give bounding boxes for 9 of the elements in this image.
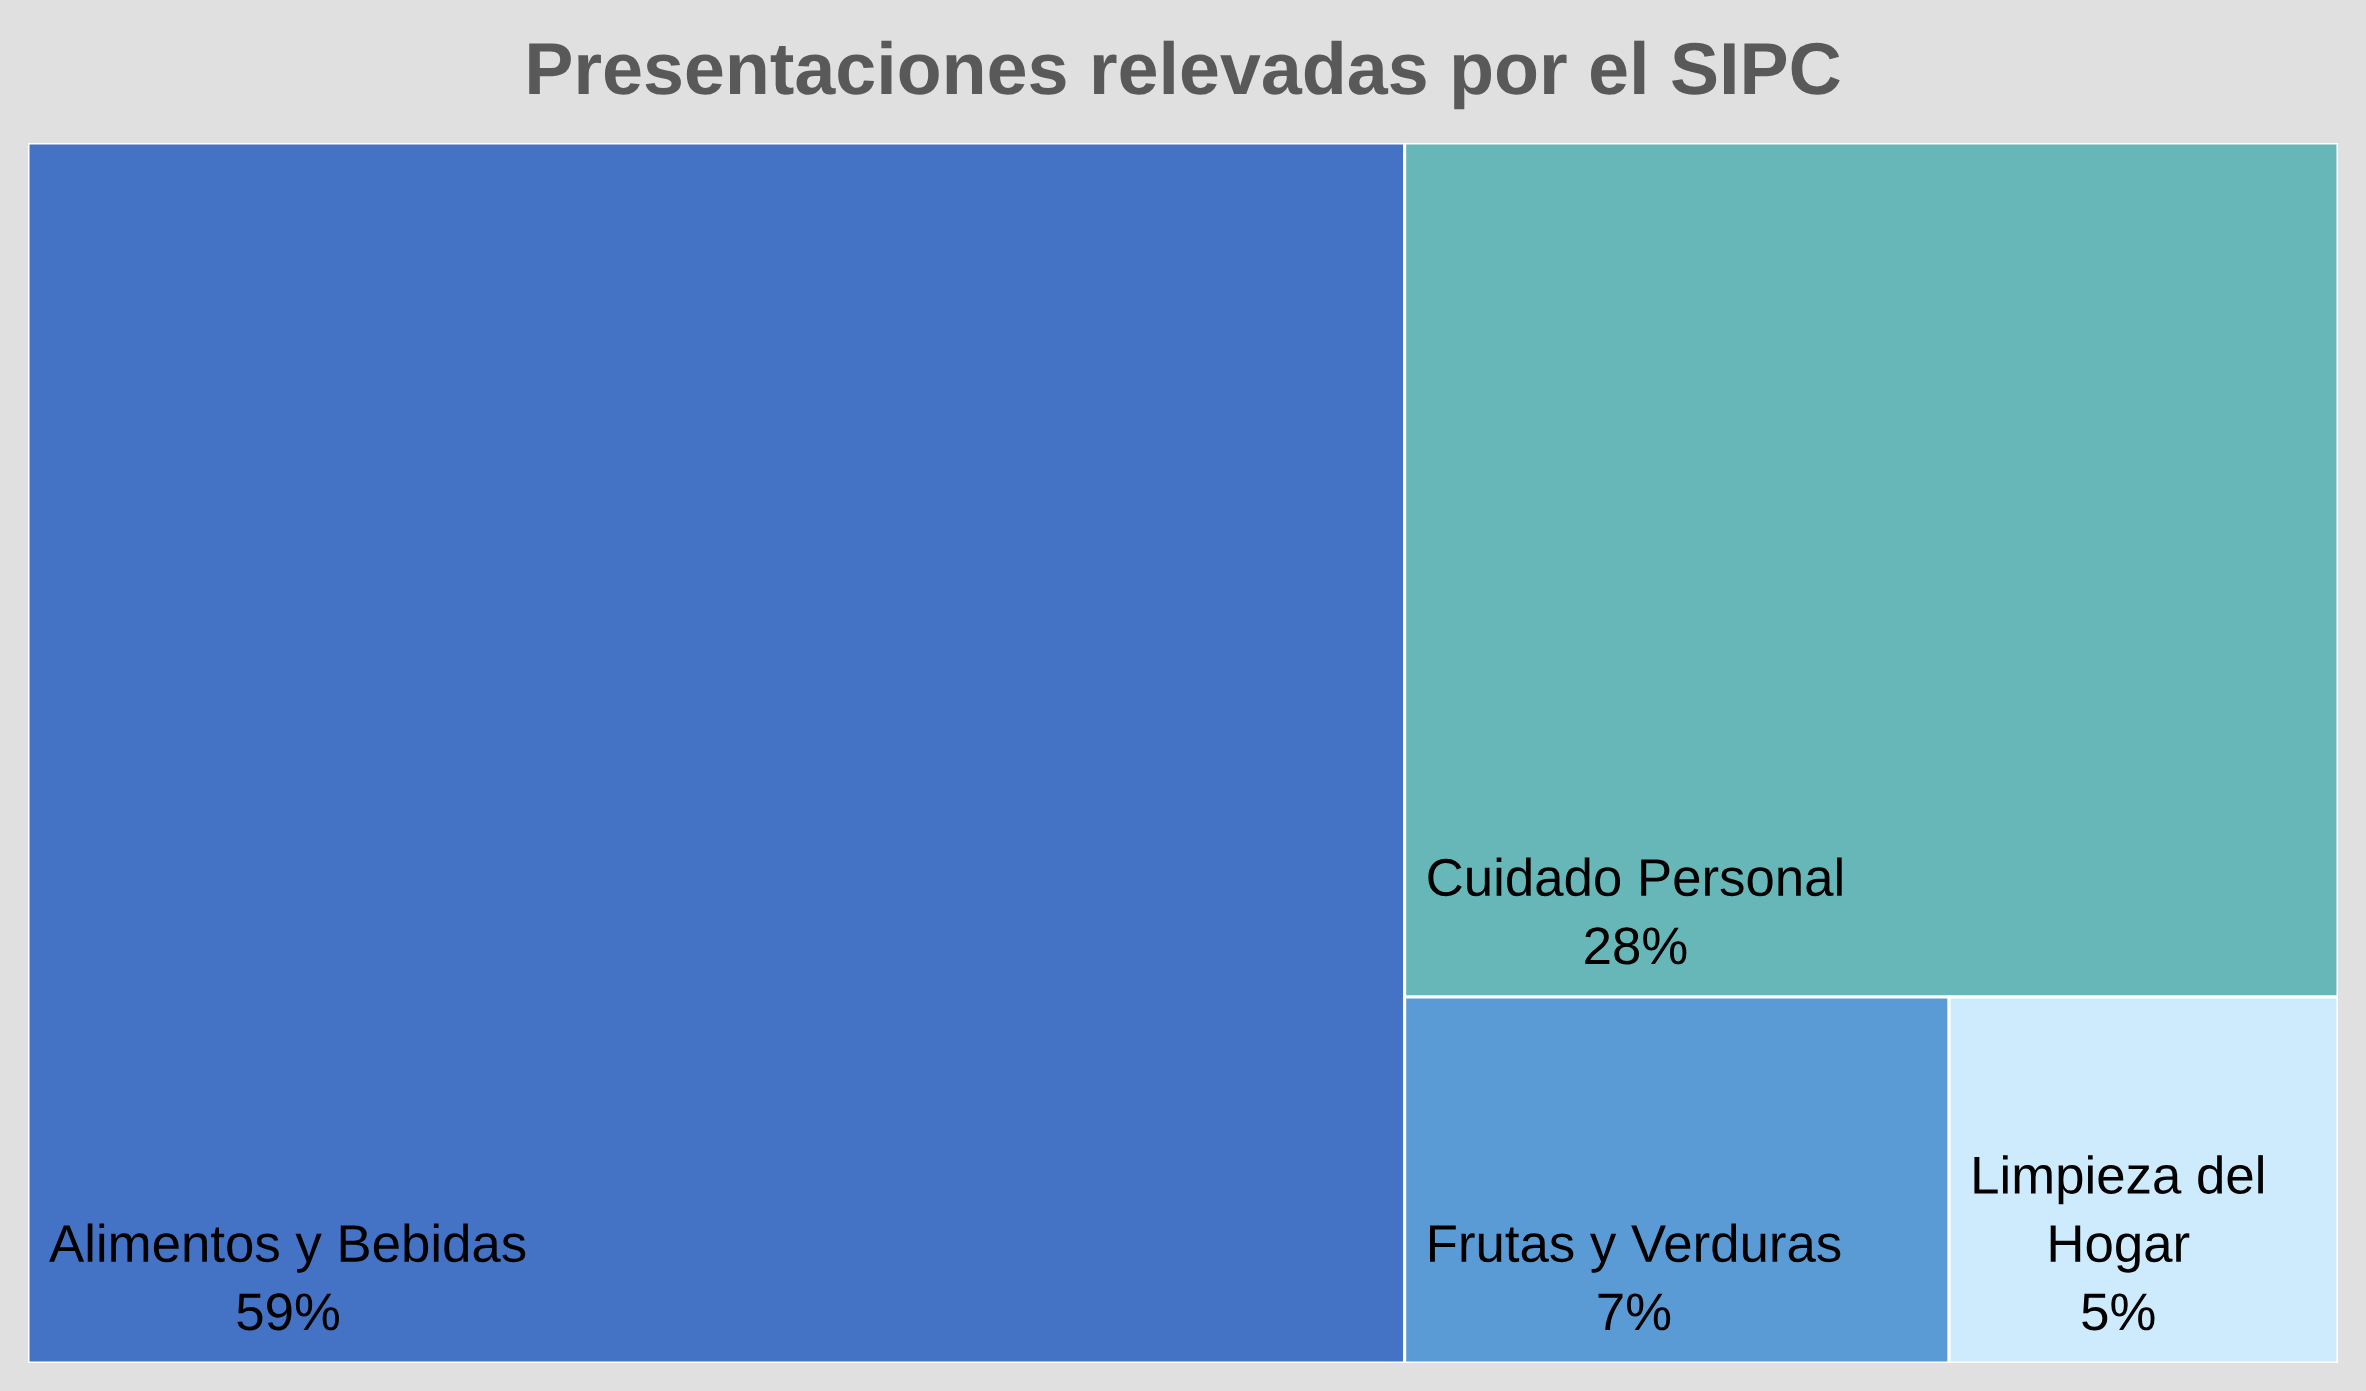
category-label: Frutas y Verduras (1430, 1223, 1841, 1273)
data-label: 5% (2082, 1293, 2155, 1331)
data-label: 7% (1598, 1293, 1671, 1331)
category-label: Alimentos y Bebidas (49, 1223, 526, 1273)
category-label: Limpieza del Hogar (1974, 1155, 2263, 1273)
data-label: 59% (237, 1293, 340, 1331)
data-label: 28% (1585, 927, 1687, 965)
text: Presentaciones relevadas por el SIPC (529, 40, 1840, 110)
category-label: Cuidado Personal (1428, 857, 1842, 897)
